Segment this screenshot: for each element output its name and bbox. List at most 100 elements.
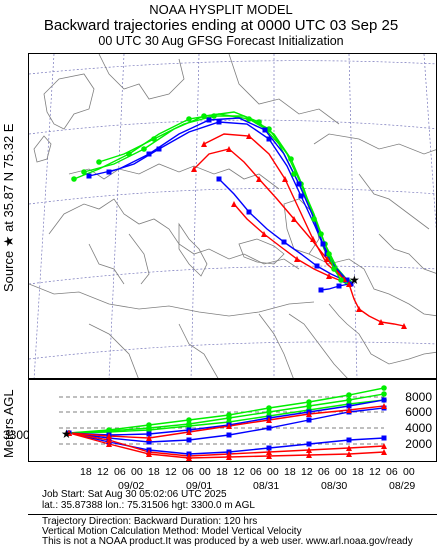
trajectory-marker	[310, 236, 316, 242]
source-label: Source ★ at 35.87 N 75.32 E	[1, 123, 16, 292]
trajectory-marker	[226, 146, 232, 152]
profile-marker	[381, 397, 387, 403]
time-tick: 18	[352, 466, 364, 478]
profile-marker	[346, 445, 352, 451]
profile-marker	[186, 437, 192, 443]
trajectory-marker	[246, 209, 252, 215]
trajectory-marker	[320, 241, 326, 247]
profile-marker	[346, 397, 352, 403]
trajectory-marker	[216, 119, 222, 125]
time-tick: 00	[335, 466, 347, 478]
profile-marker	[146, 439, 152, 445]
trajectory-marker	[126, 151, 132, 157]
profile-trajectory-markers	[66, 385, 387, 461]
trajectory-marker	[262, 127, 268, 133]
profile-marker	[186, 455, 192, 461]
trajectory-marker	[186, 116, 192, 122]
profile-marker	[346, 403, 352, 409]
profile-marker	[266, 453, 272, 459]
profile-marker	[146, 431, 152, 437]
map-svg: ★	[29, 54, 436, 378]
time-tick: 00	[403, 466, 415, 478]
source-label-box: Source ★ at 35.87 N 75.32 E	[0, 70, 18, 300]
trajectory-marker	[86, 173, 92, 179]
trajectory-marker	[81, 169, 87, 175]
trajectory-marker	[346, 281, 352, 287]
trajectory-line	[320, 283, 350, 291]
trajectory-marker	[201, 113, 207, 119]
trajectory-marker	[314, 263, 320, 269]
time-tick: 06	[386, 466, 398, 478]
trajectory-marker	[311, 216, 317, 222]
job-info-panel: Job Start: Sat Aug 30 05:02:06 UTC 2025 …	[28, 490, 437, 548]
date-label: 09/01	[186, 480, 213, 492]
trajectory-marker	[282, 176, 288, 182]
profile-marker	[106, 437, 112, 443]
trajectory-marker	[318, 287, 324, 293]
trajectory-marker	[206, 117, 212, 123]
trajectory-marker	[326, 251, 332, 257]
trajectory-marker	[326, 273, 332, 279]
profile-marker	[346, 451, 352, 457]
source-coords: lat.: 35.87388 lon.: 75.31506 hgt: 3300.…	[42, 500, 255, 511]
trajectory-marker	[296, 181, 302, 187]
profile-marker	[306, 417, 312, 423]
trajectory-line	[348, 283, 405, 327]
height-label-2000: 2000	[405, 437, 432, 451]
trajectory-marker	[141, 146, 147, 152]
source-star-icon: ★	[349, 273, 360, 287]
trajectory-marker	[256, 119, 262, 125]
trajectory-marker	[318, 231, 324, 237]
time-tick: 12	[97, 466, 109, 478]
profile-marker	[186, 429, 192, 435]
date-label: 09/02	[118, 480, 145, 492]
profile-marker	[226, 423, 232, 429]
vertical-profile: ★	[28, 379, 437, 462]
trajectory-marker	[378, 319, 384, 325]
profile-marker	[146, 451, 152, 457]
profile-marker	[381, 391, 387, 397]
profile-marker	[381, 443, 387, 449]
profile-gridlines	[59, 396, 384, 445]
trajectory-marker	[331, 266, 337, 272]
time-tick: 12	[165, 466, 177, 478]
time-tick: 06	[318, 466, 330, 478]
profile-marker	[226, 432, 232, 438]
profile-marker	[146, 435, 152, 441]
time-tick: 00	[267, 466, 279, 478]
trajectory-map: ★	[28, 53, 437, 379]
profile-marker	[381, 435, 387, 441]
time-tick: 18	[148, 466, 160, 478]
height-label-6000: 6000	[405, 405, 432, 419]
trajectory-marker	[294, 256, 300, 262]
trajectory-marker	[338, 277, 344, 283]
profile-marker	[381, 403, 387, 409]
trajectory-marker	[156, 146, 162, 152]
trajectory-marker	[191, 166, 197, 172]
trajectory-line	[193, 148, 342, 277]
trajectory-marker	[151, 136, 157, 142]
height-label-4000: 4000	[405, 421, 432, 435]
trajectory-marker	[356, 306, 362, 312]
trajectory-line	[328, 253, 350, 287]
profile-marker	[186, 417, 192, 423]
graticule-lines	[29, 54, 436, 378]
trajectory-line	[88, 117, 348, 281]
profile-marker	[106, 433, 112, 439]
profile-marker	[266, 417, 272, 423]
profile-marker	[266, 405, 272, 411]
time-tick: 12	[369, 466, 381, 478]
time-tick: 06	[250, 466, 262, 478]
profile-svg: ★	[59, 385, 387, 461]
date-label: 08/30	[321, 480, 348, 492]
time-axis: 18 12 06 00 18 12 06 00 18 12 06 00 18 1…	[28, 462, 437, 514]
trajectory-marker	[256, 176, 262, 182]
start-height-label: 3300	[3, 428, 30, 442]
job-start: Job Start: Sat Aug 30 05:02:06 UTC 2025	[42, 489, 227, 500]
profile-marker	[306, 452, 312, 458]
trajectory-line	[233, 203, 345, 283]
disclaimer: This is not a NOAA product.It was produc…	[42, 536, 413, 547]
trajectory-marker	[211, 113, 217, 119]
trajectory-marker	[266, 136, 272, 142]
profile-marker	[226, 454, 232, 460]
